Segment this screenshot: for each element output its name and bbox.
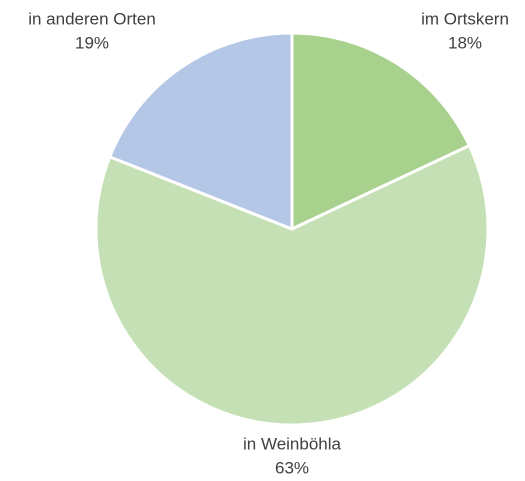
value-label: 19% [75,33,109,52]
value-label: 18% [448,33,482,52]
pie-slice [290,31,471,231]
value-label: 63% [275,458,309,477]
category-label: im Ortskern [421,9,509,28]
pie-slice [94,144,490,427]
category-label: in Weinböhla [243,434,342,453]
category-label: in anderen Orten [28,9,156,28]
pie-slice [108,31,294,231]
